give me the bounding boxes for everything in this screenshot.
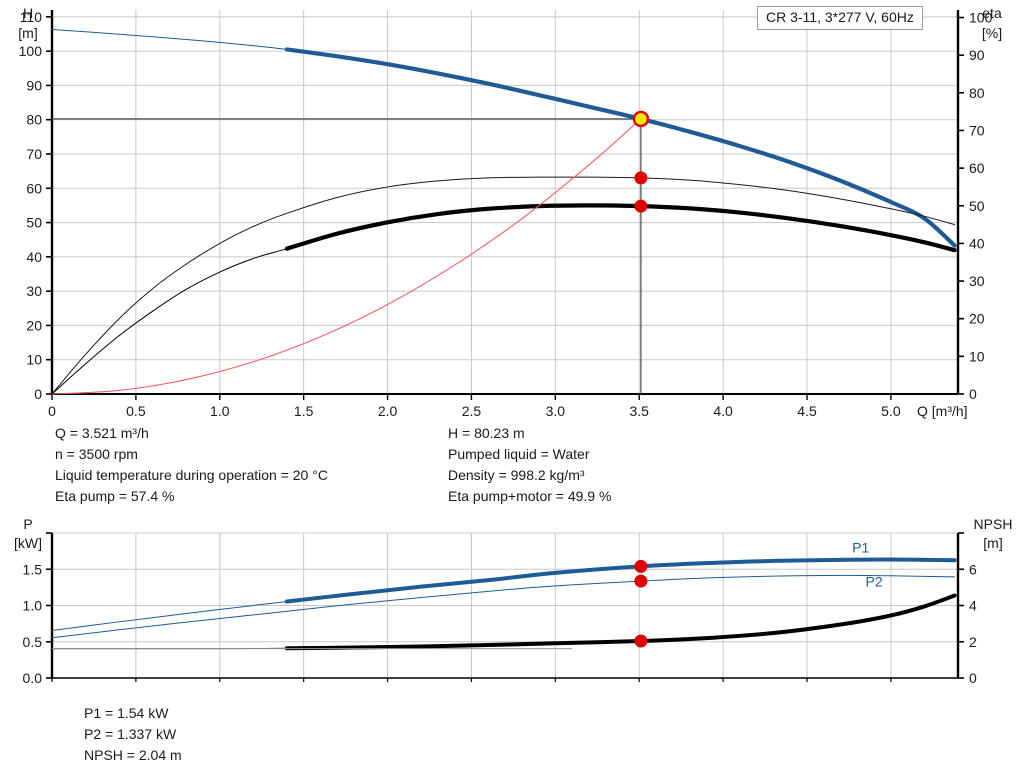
duty-point <box>632 110 650 128</box>
y-tick-label-left: 40 <box>26 249 42 265</box>
pump-model-title: CR 3-11, 3*277 V, 60Hz <box>757 6 923 30</box>
power-info-line-2: NPSH = 2.04 m <box>84 747 182 763</box>
pump-model-title-text: CR 3-11, 3*277 V, 60Hz <box>766 9 914 25</box>
y-tick-label-left: 0 <box>34 386 42 402</box>
y-tick-label-left: 0.0 <box>23 670 43 686</box>
x-tick-label: 2.5 <box>462 403 482 419</box>
x-tick-label: 4.5 <box>797 403 817 419</box>
y-axis-title-left: P <box>23 516 32 532</box>
y-tick-label-right: 0 <box>969 386 977 402</box>
duty-info-left-line-2: Liquid temperature during operation = 20… <box>55 467 328 483</box>
y-tick-label-right: 10 <box>969 348 985 364</box>
y-tick-label-left: 80 <box>26 112 42 128</box>
p2-duty-point <box>634 574 648 588</box>
power-info-line-0: P1 = 1.54 kW <box>84 705 169 721</box>
y-tick-label-right: 30 <box>969 273 985 289</box>
y-axis-unit-left: [m] <box>18 25 37 41</box>
eta-pump-motor-point <box>634 199 648 213</box>
eta-pump-motor-curve-thin <box>51 204 956 395</box>
NPSH-curve-bold <box>284 593 957 651</box>
curve-tags: P1 P2 <box>852 540 883 590</box>
y-tick-label-left: 10 <box>26 352 42 368</box>
x-tick-label: 5.0 <box>881 403 901 419</box>
y-axis-title-right: eta <box>982 5 1002 21</box>
y-axis-unit-right: [%] <box>982 25 1002 41</box>
series-group <box>51 29 957 395</box>
p2-curve-label: P2 <box>866 574 883 590</box>
y-tick-label-left: 0.5 <box>23 634 43 650</box>
y-tick-label-left: 70 <box>26 146 42 162</box>
y-tick-label-left: 20 <box>26 317 42 333</box>
duty-info-right-line-2: Density = 998.2 kg/m³ <box>448 467 585 483</box>
p1-duty-point <box>634 559 648 573</box>
x-tick-label: 1.0 <box>210 403 230 419</box>
x-tick-label: 1.5 <box>294 403 314 419</box>
H-curve-thin <box>51 29 956 247</box>
grid-lines <box>51 532 958 679</box>
y-tick-label-right: 20 <box>969 311 985 327</box>
duty-info-left-line-3: Eta pump = 57.4 % <box>55 488 175 504</box>
eta-pump-curve-thin <box>51 176 956 395</box>
x-tick-label: 2.0 <box>378 403 398 419</box>
P2-curve-thin <box>51 574 956 639</box>
y-tick-label-left: 60 <box>26 180 42 196</box>
duty-info-right-line-0: H = 80.23 m <box>448 425 525 441</box>
P1-curve-thin <box>51 558 956 632</box>
duty-info-left: Q = 3.521 m³/h n = 3500 rpm Liquid tempera… <box>55 423 328 507</box>
series-group <box>51 557 957 651</box>
y-tick-label-left: 50 <box>26 215 42 231</box>
grid-lines <box>51 10 958 395</box>
y-tick-label-right: 100 <box>969 10 993 26</box>
y-tick-label-right: 6 <box>969 561 977 577</box>
head-efficiency-chart: 0 10 20 30 40 50 60 70 80 90 100 110 0 10 20 30 40 50 60 70… <box>18 5 1002 419</box>
y-tick-label-right: 40 <box>969 235 985 251</box>
eta-pump-motor-curve-bold <box>284 203 957 253</box>
y-tick-label-right: 60 <box>969 160 985 176</box>
duty-guides <box>52 118 642 394</box>
power-info: P1 = 1.54 kW P2 = 1.337 kW NPSH = 2.04 m <box>84 703 182 766</box>
npsh-duty-point <box>634 634 648 648</box>
y-axis-title-left: H <box>23 5 33 21</box>
y-tick-label-left: 90 <box>26 77 42 93</box>
x-tick-label: 3.5 <box>629 403 649 419</box>
y-axis-title-right: NPSH <box>974 516 1013 532</box>
duty-markers <box>634 559 648 648</box>
system-curve-thin <box>51 118 642 395</box>
x-tick-label: 4.0 <box>713 403 733 419</box>
duty-markers <box>632 110 650 213</box>
y-tick-label-right: 90 <box>969 47 985 63</box>
y-axis-unit-right: [m] <box>983 535 1002 551</box>
y-tick-label-right: 2 <box>969 634 977 650</box>
y-tick-label-right: 4 <box>969 598 977 614</box>
axes: 0 10 20 30 40 50 60 70 80 90 100 110 0 10 20 30 40 50 60 70… <box>18 5 1002 419</box>
duty-info-left-line-1: n = 3500 rpm <box>55 446 138 462</box>
duty-info-right-line-3: Eta pump+motor = 49.9 % <box>448 488 612 504</box>
y-tick-label-right: 50 <box>969 198 985 214</box>
x-axis-title: Q [m³/h] <box>917 403 968 419</box>
duty-info-right: H = 80.23 m Pumped liquid = Water Density … <box>448 423 611 507</box>
duty-info-right-line-1: Pumped liquid = Water <box>448 446 590 462</box>
y-tick-label-left: 100 <box>19 43 43 59</box>
y-tick-label-left: 110 <box>20 9 43 25</box>
y-tick-label-left: 1.5 <box>23 561 43 577</box>
power-info-line-1: P2 = 1.337 kW <box>84 726 177 742</box>
y-tick-label-right: 70 <box>969 122 985 138</box>
duty-info-left-line-0: Q = 3.521 m³/h <box>55 425 149 441</box>
x-tick-label: 0.5 <box>126 403 146 419</box>
y-tick-label-left: 1.0 <box>23 598 43 614</box>
x-tick-label: 3.0 <box>546 403 566 419</box>
axes: 0.0 0.5 1.0 1.5 0 2 4 6 P [kW] NPSH [m] <box>14 516 1012 686</box>
y-tick-label-right: 0 <box>969 670 977 686</box>
P1-curve-bold <box>284 557 957 604</box>
y-tick-label-left: 30 <box>26 283 42 299</box>
eta-pump-point <box>634 171 648 185</box>
y-tick-label-right: 80 <box>969 85 985 101</box>
y-axis-unit-left: [kW] <box>14 535 42 551</box>
p1-curve-label: P1 <box>852 540 869 556</box>
power-npsh-chart: 0.0 0.5 1.0 1.5 0 2 4 6 P [kW] NPSH [m] P1 P2 <box>14 516 1012 686</box>
H-curve-bold <box>284 47 957 248</box>
x-tick-label: 0 <box>48 403 56 419</box>
